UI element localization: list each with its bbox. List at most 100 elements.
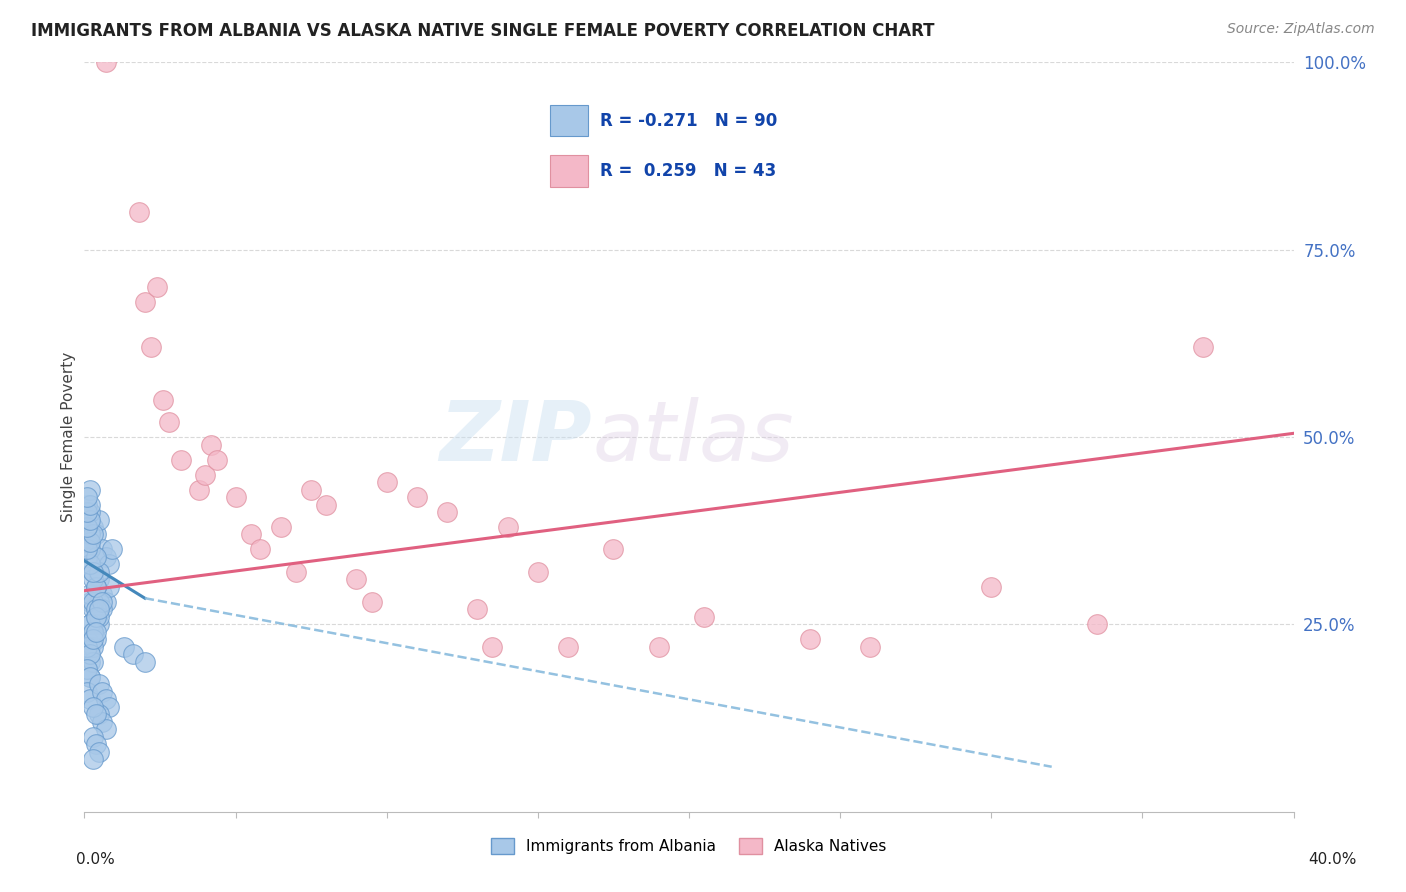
Text: 40.0%: 40.0% bbox=[1309, 852, 1357, 867]
Point bbox=[91, 542, 114, 557]
Text: 0.0%: 0.0% bbox=[76, 852, 115, 867]
Point bbox=[94, 595, 117, 609]
Point bbox=[89, 512, 111, 526]
Point bbox=[481, 640, 503, 654]
Point bbox=[86, 707, 108, 722]
Point bbox=[97, 699, 120, 714]
Point bbox=[82, 730, 104, 744]
Point bbox=[76, 662, 98, 676]
Point bbox=[360, 595, 382, 609]
Point bbox=[134, 295, 156, 310]
Point bbox=[89, 602, 111, 616]
Point bbox=[249, 542, 271, 557]
Point bbox=[139, 340, 162, 354]
Point bbox=[200, 437, 222, 451]
Point bbox=[194, 467, 217, 482]
Point bbox=[79, 595, 101, 609]
Point bbox=[859, 640, 882, 654]
Point bbox=[89, 677, 111, 691]
Point bbox=[79, 655, 101, 669]
Point bbox=[79, 648, 101, 662]
Point bbox=[82, 640, 104, 654]
Point bbox=[86, 610, 108, 624]
Point bbox=[375, 475, 398, 489]
Point bbox=[112, 640, 135, 654]
Point bbox=[406, 490, 429, 504]
Point bbox=[86, 632, 108, 647]
Point bbox=[79, 587, 101, 601]
Point bbox=[225, 490, 247, 504]
Point bbox=[436, 505, 458, 519]
Point bbox=[91, 602, 114, 616]
Point bbox=[496, 520, 519, 534]
Point bbox=[82, 699, 104, 714]
Point bbox=[82, 632, 104, 647]
Point bbox=[79, 535, 101, 549]
Point bbox=[128, 205, 150, 219]
Point bbox=[1192, 340, 1215, 354]
Point bbox=[76, 505, 98, 519]
Point bbox=[76, 662, 98, 676]
Point bbox=[89, 595, 111, 609]
Point bbox=[527, 565, 550, 579]
Point bbox=[76, 648, 98, 662]
Point bbox=[134, 655, 156, 669]
Point bbox=[97, 580, 120, 594]
Point bbox=[76, 632, 98, 647]
Point bbox=[86, 624, 108, 639]
Point bbox=[82, 565, 104, 579]
Point bbox=[299, 483, 322, 497]
Point bbox=[82, 624, 104, 639]
Point bbox=[79, 512, 101, 526]
Point bbox=[315, 498, 337, 512]
Point bbox=[82, 595, 104, 609]
Point bbox=[97, 558, 120, 572]
Point bbox=[94, 692, 117, 706]
Point bbox=[82, 655, 104, 669]
Point bbox=[693, 610, 716, 624]
Point bbox=[82, 565, 104, 579]
Legend: Immigrants from Albania, Alaska Natives: Immigrants from Albania, Alaska Natives bbox=[485, 832, 893, 860]
Point bbox=[76, 535, 98, 549]
Point bbox=[82, 752, 104, 766]
Point bbox=[79, 692, 101, 706]
Point bbox=[79, 670, 101, 684]
Point bbox=[82, 527, 104, 541]
Point bbox=[239, 527, 262, 541]
Point bbox=[557, 640, 579, 654]
Text: Source: ZipAtlas.com: Source: ZipAtlas.com bbox=[1227, 22, 1375, 37]
Point bbox=[79, 527, 101, 541]
Point bbox=[157, 415, 180, 429]
Point bbox=[79, 640, 101, 654]
Text: atlas: atlas bbox=[592, 397, 794, 477]
Point bbox=[121, 648, 143, 662]
Point bbox=[980, 580, 1002, 594]
Point bbox=[100, 542, 122, 557]
Point bbox=[86, 580, 108, 594]
Point bbox=[86, 549, 108, 564]
Point bbox=[188, 483, 211, 497]
Y-axis label: Single Female Poverty: Single Female Poverty bbox=[60, 352, 76, 522]
Point bbox=[1085, 617, 1108, 632]
Point bbox=[86, 610, 108, 624]
Point bbox=[86, 610, 108, 624]
Point bbox=[89, 610, 111, 624]
Point bbox=[146, 280, 169, 294]
Point bbox=[76, 520, 98, 534]
Point bbox=[82, 573, 104, 587]
Point bbox=[82, 602, 104, 616]
Point bbox=[799, 632, 821, 647]
Point bbox=[79, 498, 101, 512]
Point bbox=[91, 714, 114, 729]
Point bbox=[94, 549, 117, 564]
Point bbox=[79, 542, 101, 557]
Point bbox=[270, 520, 292, 534]
Point bbox=[86, 580, 108, 594]
Point bbox=[89, 565, 111, 579]
Point bbox=[76, 498, 98, 512]
Point bbox=[648, 640, 671, 654]
Point bbox=[91, 587, 114, 601]
Point bbox=[76, 640, 98, 654]
Point bbox=[94, 723, 117, 737]
Point bbox=[76, 685, 98, 699]
